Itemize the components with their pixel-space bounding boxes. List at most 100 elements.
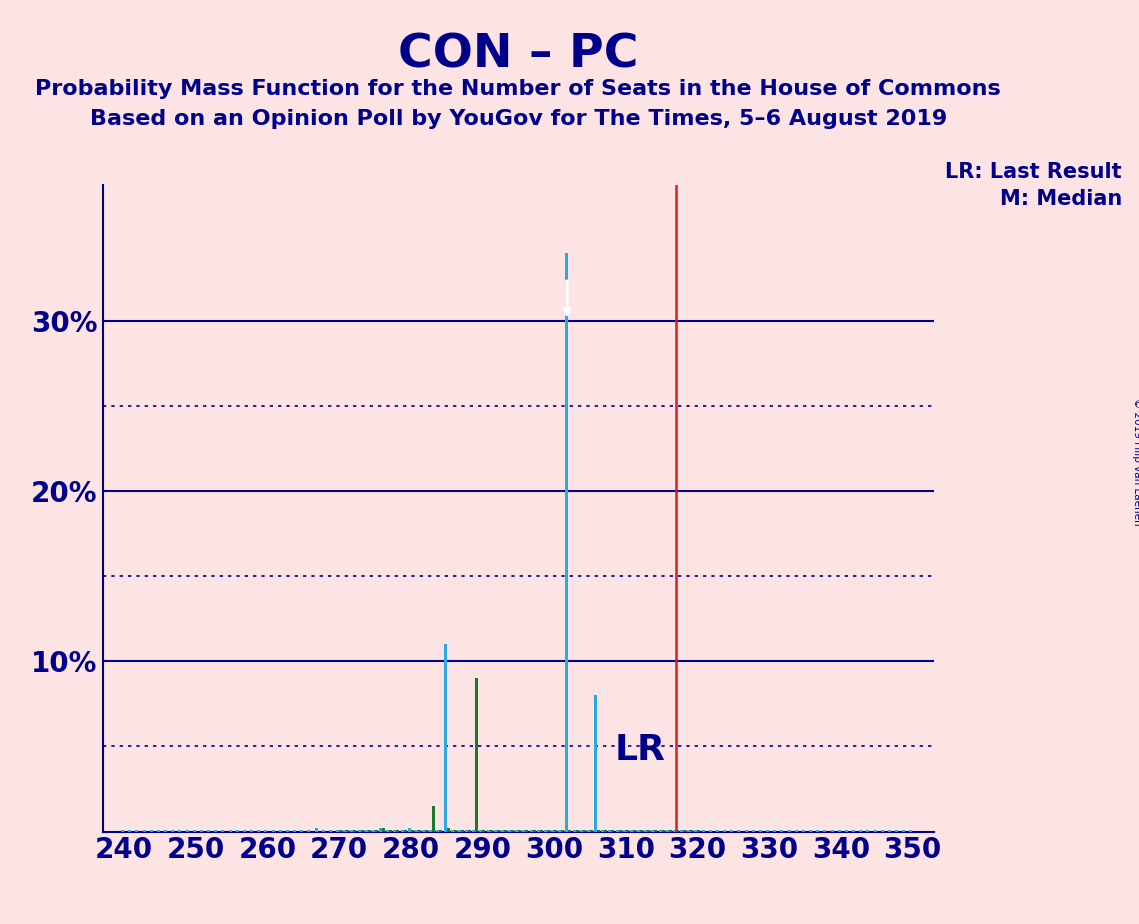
Bar xyxy=(533,830,535,832)
Bar xyxy=(336,830,339,832)
Bar xyxy=(759,830,762,832)
Bar xyxy=(343,830,346,832)
Bar xyxy=(687,830,690,832)
Bar xyxy=(874,830,877,832)
Bar xyxy=(695,830,697,832)
Bar xyxy=(423,830,425,832)
Bar xyxy=(207,830,210,832)
Bar xyxy=(415,830,418,832)
Bar xyxy=(229,830,231,832)
Bar xyxy=(568,830,572,832)
Bar xyxy=(475,678,478,832)
Bar xyxy=(121,830,124,832)
Bar xyxy=(408,828,411,832)
Bar xyxy=(411,830,413,832)
Bar xyxy=(465,830,468,832)
Text: Based on an Opinion Poll by YouGov for The Times, 5–6 August 2019: Based on an Opinion Poll by YouGov for T… xyxy=(90,109,947,129)
Bar xyxy=(612,830,614,832)
Bar xyxy=(157,830,159,832)
Bar xyxy=(795,830,797,832)
Bar xyxy=(544,830,547,832)
Bar xyxy=(630,830,633,832)
Bar xyxy=(597,830,600,832)
Bar xyxy=(845,830,847,832)
Bar xyxy=(480,830,483,832)
Bar xyxy=(540,830,543,832)
Bar xyxy=(823,830,827,832)
Bar xyxy=(425,830,428,832)
Bar xyxy=(652,830,655,832)
Bar xyxy=(590,830,593,832)
Bar xyxy=(595,696,597,832)
Bar xyxy=(308,830,310,832)
Bar xyxy=(129,830,131,832)
Bar xyxy=(554,830,557,832)
Bar xyxy=(895,830,899,832)
Bar xyxy=(375,830,378,832)
Bar xyxy=(503,830,507,832)
Bar xyxy=(730,830,734,832)
Bar xyxy=(518,830,522,832)
Bar xyxy=(647,830,650,832)
Bar xyxy=(293,830,296,832)
Bar xyxy=(264,830,268,832)
Bar xyxy=(575,830,579,832)
Bar xyxy=(623,830,625,832)
Bar xyxy=(615,830,618,832)
Bar xyxy=(551,830,554,832)
Bar xyxy=(625,830,629,832)
Bar xyxy=(683,830,686,832)
Bar xyxy=(852,830,855,832)
Bar xyxy=(697,830,700,832)
Bar xyxy=(601,830,605,832)
Bar xyxy=(418,830,421,832)
Bar xyxy=(658,830,662,832)
Bar xyxy=(453,830,457,832)
Bar xyxy=(708,830,712,832)
Bar xyxy=(640,830,644,832)
Bar xyxy=(508,830,511,832)
Bar xyxy=(909,830,912,832)
Bar xyxy=(633,830,636,832)
Bar xyxy=(443,644,446,832)
Bar xyxy=(314,828,318,832)
Bar xyxy=(429,830,432,832)
Bar xyxy=(361,830,363,832)
Bar xyxy=(902,830,906,832)
Bar xyxy=(737,830,740,832)
Bar xyxy=(716,830,719,832)
Bar xyxy=(662,830,665,832)
Bar xyxy=(838,830,841,832)
Bar xyxy=(164,830,167,832)
Bar xyxy=(393,830,396,832)
Bar xyxy=(458,830,461,832)
Bar xyxy=(780,830,784,832)
Text: LR: Last Result: LR: Last Result xyxy=(945,162,1122,182)
Bar xyxy=(279,830,281,832)
Bar xyxy=(451,830,453,832)
Bar xyxy=(243,830,246,832)
Bar xyxy=(752,830,755,832)
Bar xyxy=(880,830,884,832)
Bar xyxy=(271,830,274,832)
Bar xyxy=(515,830,518,832)
Bar xyxy=(236,830,239,832)
Bar xyxy=(390,830,392,832)
Bar xyxy=(680,830,683,832)
Bar xyxy=(358,830,361,832)
Bar xyxy=(723,830,727,832)
Bar xyxy=(257,830,260,832)
Bar xyxy=(179,830,181,832)
Bar xyxy=(645,830,647,832)
Bar xyxy=(690,830,694,832)
Bar xyxy=(382,828,385,832)
Bar xyxy=(536,830,540,832)
Bar xyxy=(523,830,525,832)
Bar xyxy=(403,830,407,832)
Bar xyxy=(530,830,533,832)
Bar xyxy=(483,830,485,832)
Bar xyxy=(830,830,834,832)
Bar xyxy=(525,830,528,832)
Bar xyxy=(301,830,303,832)
Bar xyxy=(787,830,790,832)
